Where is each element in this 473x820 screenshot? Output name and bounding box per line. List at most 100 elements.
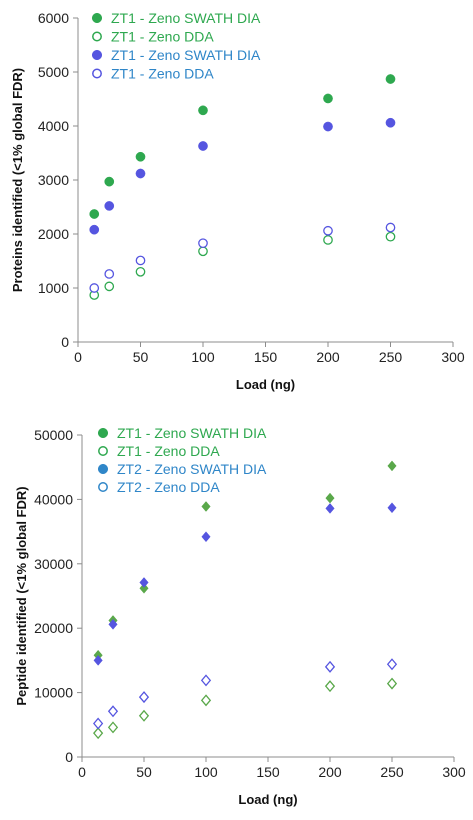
data-point [385, 231, 396, 242]
data-point [323, 225, 333, 236]
data-point [387, 460, 397, 472]
y-tick-label: 2000 [38, 226, 69, 242]
x-tick-label: 150 [256, 764, 280, 780]
series-2 [89, 231, 396, 300]
data-point [135, 255, 146, 266]
legend-marker [92, 31, 102, 42]
data-point [385, 222, 396, 233]
legend-marker [97, 463, 109, 475]
legend-label: ZT2 - Zeno DDA [117, 479, 220, 495]
legend-marker [91, 49, 103, 61]
x-axis-title: Load (ng) [238, 792, 297, 807]
series-4 [89, 222, 396, 293]
x-tick-label: 250 [379, 349, 403, 365]
chart-panel-2: 0 10000 20000 30000 40000 50000 0 50 100 150 200 25… [14, 425, 466, 807]
x-tick-label: 200 [316, 349, 340, 365]
x-tick-label: 100 [191, 349, 215, 365]
data-point [324, 680, 336, 693]
y-tick-label: 3000 [38, 172, 69, 188]
x-tick-label: 250 [380, 764, 404, 780]
data-point [104, 201, 115, 211]
data-point [107, 721, 119, 734]
y-axis-title: Proteins identified (<1% global FDR) [10, 68, 25, 292]
y-tick-label: 5000 [38, 64, 69, 80]
x-tick-label: 150 [254, 349, 278, 365]
y-tick-label: 10000 [34, 685, 73, 701]
data-point [200, 674, 212, 687]
data-point [139, 577, 149, 588]
y-axis-title: Peptide identified (<1% global FDR) [14, 486, 29, 705]
data-point [200, 694, 212, 707]
x-tick-label: 300 [442, 764, 466, 780]
y-tick-label: 0 [61, 334, 69, 350]
data-point [323, 93, 333, 104]
series-3 [93, 502, 397, 666]
x-tick-label: 50 [133, 349, 149, 365]
x-tick-label: 300 [441, 349, 465, 365]
data-point [325, 492, 335, 504]
series-1 [89, 74, 396, 219]
y-tick-label: 40000 [34, 491, 73, 507]
data-point [386, 677, 398, 690]
data-point [89, 209, 100, 219]
y-tick-label: 20000 [34, 620, 73, 636]
data-point [198, 238, 208, 249]
data-point [135, 168, 146, 179]
y-tick-label: 4000 [38, 118, 69, 134]
data-point [387, 502, 397, 514]
data-point [107, 705, 119, 718]
x-tick-label: 50 [136, 764, 152, 780]
data-point [198, 141, 208, 151]
legend-marker [92, 68, 102, 79]
data-point [135, 266, 146, 277]
x-tick-label: 100 [194, 764, 218, 780]
data-point [386, 658, 398, 671]
legend-marker [91, 12, 103, 24]
data-point [198, 105, 208, 116]
legend-marker [98, 482, 108, 492]
x-tick-label: 0 [78, 764, 86, 780]
data-point [93, 717, 104, 730]
legend-label: ZT1 - Zeno SWATH DIA [111, 10, 261, 26]
y-tick-label: 30000 [34, 556, 73, 572]
legend-label: ZT2 - Zeno SWATH DIA [117, 461, 267, 477]
data-point [323, 235, 333, 245]
data-point [89, 283, 100, 293]
data-point [135, 151, 146, 162]
legend-label: ZT1 - Zeno DDA [111, 66, 214, 82]
data-point [104, 281, 115, 292]
legend: ZT1 - Zeno SWATH DIA ZT1 - Zeno DDA ZT1 - … [91, 10, 261, 82]
y-tick-label: 0 [65, 749, 73, 765]
data-point [385, 74, 396, 84]
data-point [138, 691, 150, 704]
data-point [89, 224, 100, 235]
legend: ZT1 - Zeno SWATH DIA ZT1 - Zeno DDA ZT2 - … [97, 425, 267, 495]
data-point [325, 503, 335, 514]
data-point [138, 709, 150, 722]
y-tick-label: 6000 [38, 10, 69, 26]
x-tick-label: 200 [318, 764, 342, 780]
legend-marker [97, 427, 109, 439]
y-tick-label: 50000 [34, 427, 73, 443]
chart-panel-1: 0 1000 2000 3000 4000 5000 6000 0 50 100 150 200 250… [10, 10, 465, 392]
data-point [93, 727, 104, 740]
data-point [104, 176, 115, 187]
series-4 [93, 658, 398, 730]
data-point [324, 660, 336, 673]
legend-label: ZT1 - Zeno DDA [111, 29, 214, 45]
data-point [104, 269, 115, 279]
y-tick-label: 1000 [38, 280, 69, 296]
series-3 [89, 117, 396, 235]
legend-label: ZT1 - Zeno SWATH DIA [111, 47, 261, 63]
data-point [201, 531, 211, 543]
x-axis-title: Load (ng) [236, 377, 295, 392]
data-point [201, 501, 211, 512]
legend-label: ZT1 - Zeno SWATH DIA [117, 425, 267, 441]
x-tick-label: 0 [74, 349, 82, 365]
data-point [139, 582, 149, 594]
series-2 [93, 677, 398, 740]
data-point [385, 117, 396, 128]
legend-label: ZT1 - Zeno DDA [117, 443, 220, 459]
